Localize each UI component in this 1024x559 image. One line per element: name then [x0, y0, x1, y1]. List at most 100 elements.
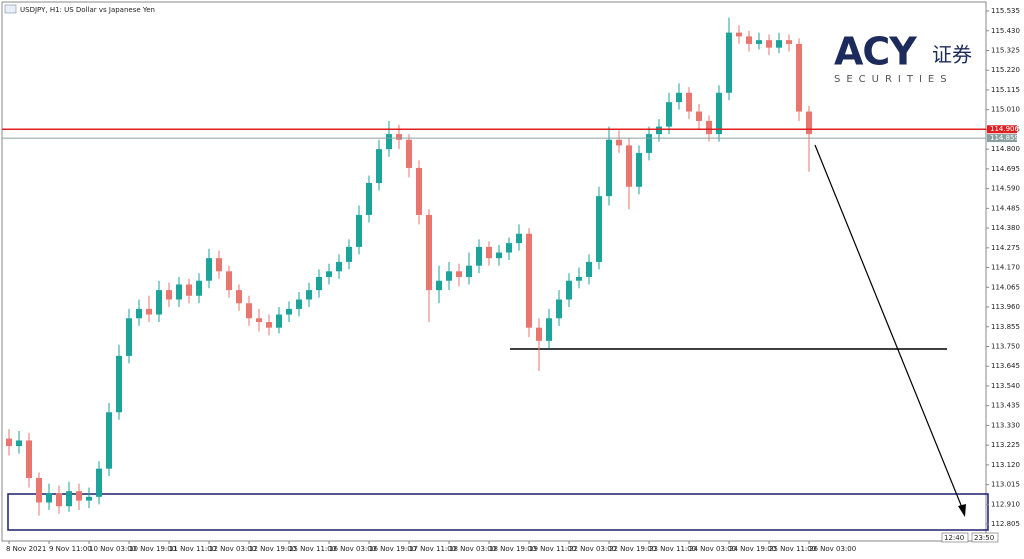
x-tick-label: 10 Nov 19:00 — [129, 545, 176, 553]
price-tag-label: 114.859 — [990, 134, 1019, 142]
y-tick-label: 115.325 — [991, 46, 1020, 54]
candle-body — [416, 167, 422, 215]
candle-body — [156, 290, 162, 315]
y-tick-label: 113.645 — [991, 362, 1020, 370]
candle-body — [756, 40, 762, 44]
candle-body — [76, 491, 82, 501]
y-tick-label: 114.065 — [991, 283, 1020, 291]
candle-body — [616, 139, 622, 146]
candle-body — [46, 493, 52, 503]
y-tick-label: 114.800 — [991, 145, 1020, 153]
y-tick-label: 115.430 — [991, 27, 1020, 35]
candle-body — [486, 246, 492, 259]
candle-body — [26, 440, 32, 479]
y-tick-label: 115.115 — [991, 86, 1020, 94]
candle-body — [266, 322, 272, 328]
time-marker: 23:50 — [974, 534, 994, 542]
candle-body — [716, 92, 722, 135]
candle-body — [426, 214, 432, 291]
candle-body — [96, 468, 102, 497]
candle-body — [256, 318, 262, 323]
y-tick-label: 114.590 — [991, 185, 1020, 193]
candle-body — [466, 265, 472, 277]
chart-title: USDJPY, H1: US Dollar vs Japanese Yen — [20, 6, 155, 14]
candle-body — [376, 149, 382, 183]
price-tag — [987, 125, 1017, 134]
logo-cn: 证券 — [932, 43, 972, 67]
candle-body — [216, 258, 222, 272]
time-marker-box — [971, 532, 999, 543]
candle-body — [586, 261, 592, 277]
x-tick-label: 9 Nov 11:00 — [49, 545, 92, 553]
candle-body — [626, 145, 632, 187]
candle-body — [516, 233, 522, 244]
y-tick-label: 115.220 — [991, 66, 1020, 74]
x-tick-label: 22 Nov 03:00 — [569, 545, 616, 553]
candle-body — [656, 126, 662, 135]
x-tick-label: 15 Nov 11:00 — [289, 545, 336, 553]
candle-body — [546, 318, 552, 341]
candle-body — [196, 280, 202, 296]
candle-body — [66, 491, 72, 507]
arrow-line — [814, 144, 964, 511]
candle-body — [456, 271, 462, 277]
price-tag — [987, 134, 1017, 143]
candle-body — [356, 214, 362, 247]
plot-layer: 115.535 115.430 115.325 115.220 115.115 115.0… — [2, 7, 1020, 553]
y-tick-label: 113.330 — [991, 421, 1020, 429]
candle-body — [186, 284, 192, 296]
y-tick-label: 113.960 — [991, 303, 1020, 311]
candle-body — [246, 303, 252, 319]
x-tick-label: 18 Nov 19:00 — [489, 545, 536, 553]
candle-body — [726, 32, 732, 93]
candle-body — [236, 290, 242, 304]
candle-body — [6, 438, 12, 447]
candle-body — [746, 36, 752, 44]
candle-body — [226, 271, 232, 291]
y-tick-label: 114.275 — [991, 244, 1020, 252]
candle-body — [16, 440, 22, 447]
y-tick-label: 114.380 — [991, 224, 1020, 232]
candle-body — [596, 196, 602, 262]
x-tick-label: 22 Nov 19:00 — [609, 545, 656, 553]
y-tick-label: 115.010 — [991, 106, 1020, 114]
candle-body — [296, 299, 302, 309]
candle-body — [526, 233, 532, 328]
candle-body — [106, 412, 112, 469]
time-marker: 12:40 — [944, 534, 964, 542]
x-tick-label: 26 Nov 03:00 — [809, 545, 856, 553]
candle-body — [556, 299, 562, 319]
candle-body — [496, 252, 502, 259]
candle-body — [346, 246, 352, 262]
candle-body — [306, 290, 312, 300]
candle-body — [136, 308, 142, 319]
candle-body — [176, 284, 182, 300]
logo-brand: ACY — [834, 30, 917, 74]
candle-body — [406, 139, 412, 168]
x-tick-label: 23 Nov 11:00 — [649, 545, 696, 553]
x-tick-label: 19 Nov 11:00 — [529, 545, 576, 553]
candle-body — [476, 246, 482, 266]
candle-body — [786, 40, 792, 44]
plot-frame — [1, 1, 987, 542]
candle-body — [646, 134, 652, 153]
price-tag-label: 114.906 — [990, 125, 1019, 133]
candle-body — [566, 280, 572, 300]
symbol-icon — [4, 4, 17, 14]
candle-body — [446, 271, 452, 281]
candle-body — [386, 134, 392, 150]
y-tick-label: 113.015 — [991, 481, 1020, 489]
candle-body — [276, 314, 282, 328]
candle-body — [806, 111, 812, 135]
x-tick-label: 16 Nov 19:00 — [369, 545, 416, 553]
candle-body — [576, 276, 582, 281]
y-tick-label: 112.805 — [991, 520, 1020, 528]
x-tick-label: 24 Nov 03:00 — [689, 545, 736, 553]
target-zone — [7, 493, 989, 531]
candle-body — [206, 258, 212, 281]
candle-body — [776, 40, 782, 48]
x-tick-label: 24 Nov 19:00 — [729, 545, 776, 553]
candle-body — [666, 102, 672, 127]
